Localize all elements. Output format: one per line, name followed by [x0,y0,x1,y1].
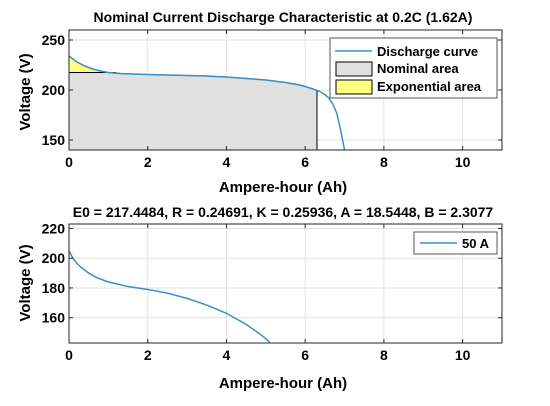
chart-2-ylabel: Voltage (V) [17,244,34,321]
legend-label-50a: 50 A [462,236,490,251]
x-tick-label: 8 [380,154,388,170]
y-tick-label: 160 [42,310,66,326]
x-tick-label: 2 [144,347,152,363]
chart-2-title: E0 = 217.4484, R = 0.24691, K = 0.25936,… [73,204,494,220]
x-tick-label: 6 [301,347,309,363]
x-tick-label: 2 [144,154,152,170]
chart-1-title: Nominal Current Discharge Characteristic… [94,9,473,25]
x-tick-label: 4 [223,347,231,363]
chart-1-xlabel: Ampere-hour (Ah) [219,179,347,196]
series-line-50a [69,250,271,343]
x-tick-label: 10 [455,347,471,363]
legend-swatch-exponential-area [335,79,373,95]
chart-1-ylabel: Voltage (V) [17,53,34,130]
y-tick-label: 200 [42,250,66,266]
y-tick-label: 220 [42,220,66,236]
series-line-discharge-curve [69,55,346,150]
y-tick-label: 150 [42,132,66,148]
legend-label-exponential-area: Exponential area [377,79,482,94]
legend-swatch-nominal-area [335,61,373,77]
axes-frame [68,223,503,344]
chart-1: Nominal Current Discharge Characteristic… [17,9,503,196]
nominal-area [69,72,318,150]
chart-1-legend: Discharge curve Nominal area Exponential… [329,37,498,99]
chart-2-xlabel: Ampere-hour (Ah) [219,375,347,392]
legend-label-discharge-curve: Discharge curve [377,44,478,59]
x-tick-label: 0 [65,347,73,363]
y-tick-label: 180 [42,280,66,296]
chart-2: E0 = 217.4484, R = 0.24691, K = 0.25936,… [17,204,503,392]
legend-label-nominal-area: Nominal area [377,61,459,76]
y-tick-label: 200 [42,82,66,98]
x-tick-label: 0 [65,154,73,170]
x-tick-label: 6 [301,154,309,170]
x-tick-label: 10 [455,154,471,170]
y-tick-label: 250 [42,32,66,48]
x-tick-label: 8 [380,347,388,363]
x-tick-label: 4 [223,154,231,170]
chart-2-legend: 50 A [413,231,498,255]
